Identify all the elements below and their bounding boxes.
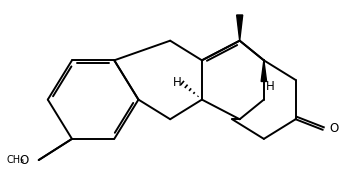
Text: CH₃: CH₃ (6, 155, 25, 165)
Text: O: O (19, 154, 28, 166)
Polygon shape (237, 15, 243, 41)
Text: H: H (266, 79, 274, 93)
Polygon shape (261, 60, 267, 82)
Text: H: H (173, 76, 182, 89)
Text: O: O (329, 122, 339, 135)
